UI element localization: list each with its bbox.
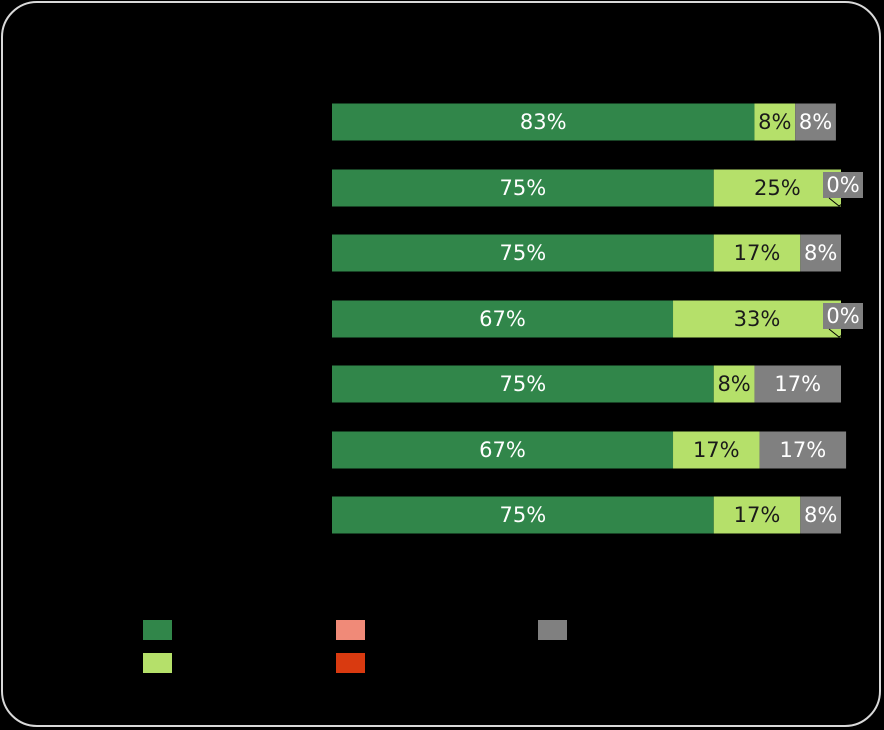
- data-label-series-1-row-1: 83%: [520, 110, 567, 134]
- legend-swatch-4: [336, 653, 365, 673]
- leader-line-series-3-row-2: [828, 197, 846, 207]
- bar-segment-series-2-row-4: [673, 300, 841, 338]
- bar-segment-series-2-row-6: [673, 431, 760, 469]
- data-label-series-1-row-3: 75%: [500, 241, 547, 265]
- bar-row-6: 67% 17% 17%: [332, 431, 847, 469]
- legend-swatch-2: [143, 653, 172, 673]
- bar-row-3: 75% 17% 8%: [332, 234, 841, 272]
- data-label-series-2-row-3: 17%: [734, 241, 781, 265]
- data-label-series-1-row-2: 75%: [500, 176, 547, 200]
- bar-segment-series-3-row-7: [800, 496, 841, 534]
- bar-segment-series-2-row-7: [713, 496, 801, 534]
- bar-segment-series-1-row-4: [332, 300, 674, 338]
- legend-swatch-1: [143, 620, 172, 640]
- data-label-series-3-row-4: 0%: [826, 304, 859, 328]
- data-label-series-2-row-2: 25%: [754, 176, 801, 200]
- data-label-series-2-row-1: 8%: [758, 110, 791, 134]
- bar-segment-series-1-row-6: [332, 431, 674, 469]
- bar-segment-series-3-row-6: [759, 431, 847, 469]
- bar-segment-series-1-row-1: [332, 103, 755, 141]
- label-box-series-3-row-2: [823, 172, 863, 198]
- data-label-series-1-row-6: 67%: [479, 438, 526, 462]
- data-label-series-3-row-2: 0%: [826, 173, 859, 197]
- bar-row-5: 75% 8% 17%: [332, 365, 841, 403]
- bar-segment-series-2-row-2: [713, 169, 841, 207]
- data-label-series-1-row-4: 67%: [479, 307, 526, 331]
- data-label-series-1-row-5: 75%: [500, 372, 547, 396]
- data-label-series-2-row-4: 33%: [734, 307, 781, 331]
- legend-swatch-3: [336, 620, 365, 640]
- bars-group: 83% 8% 8%75% 25% 0%75% 17% 8%67% 33% 0%75% 8% 17%6…: [332, 103, 863, 534]
- data-label-series-2-row-6: 17%: [693, 438, 740, 462]
- data-label-series-3-row-7: 8%: [804, 503, 837, 527]
- data-label-series-3-row-5: 17%: [774, 372, 821, 396]
- bar-row-4: 67% 33% 0%: [332, 300, 863, 338]
- data-label-series-2-row-5: 8%: [717, 372, 750, 396]
- legend-swatch-5: [538, 620, 567, 640]
- data-label-series-2-row-7: 17%: [734, 503, 781, 527]
- bar-row-7: 75% 17% 8%: [332, 496, 841, 534]
- bar-segment-series-1-row-5: [332, 365, 714, 403]
- bar-segment-series-2-row-5: [713, 365, 755, 403]
- legend: [143, 620, 567, 673]
- bar-segment-series-3-row-1: [795, 103, 836, 141]
- bar-row-2: 75% 25% 0%: [332, 169, 863, 207]
- data-label-series-1-row-7: 75%: [500, 503, 547, 527]
- bar-segment-series-3-row-5: [754, 365, 841, 403]
- data-label-series-3-row-1: 8%: [799, 110, 832, 134]
- data-label-series-3-row-3: 8%: [804, 241, 837, 265]
- bar-row-1: 83% 8% 8%: [332, 103, 836, 141]
- bar-segment-series-1-row-3: [332, 234, 714, 272]
- bar-segment-series-1-row-7: [332, 496, 714, 534]
- bar-segment-series-3-row-3: [800, 234, 841, 272]
- data-label-series-3-row-6: 17%: [779, 438, 826, 462]
- leader-line-series-3-row-4: [828, 328, 846, 338]
- label-box-series-3-row-4: [823, 303, 863, 329]
- bar-segment-series-2-row-1: [754, 103, 796, 141]
- bar-segment-series-2-row-3: [713, 234, 801, 272]
- chart-canvas: 83% 8% 8%75% 25% 0%75% 17% 8%67% 33% 0%75% 8% 17%6…: [143, 103, 863, 673]
- bar-segment-series-1-row-2: [332, 169, 714, 207]
